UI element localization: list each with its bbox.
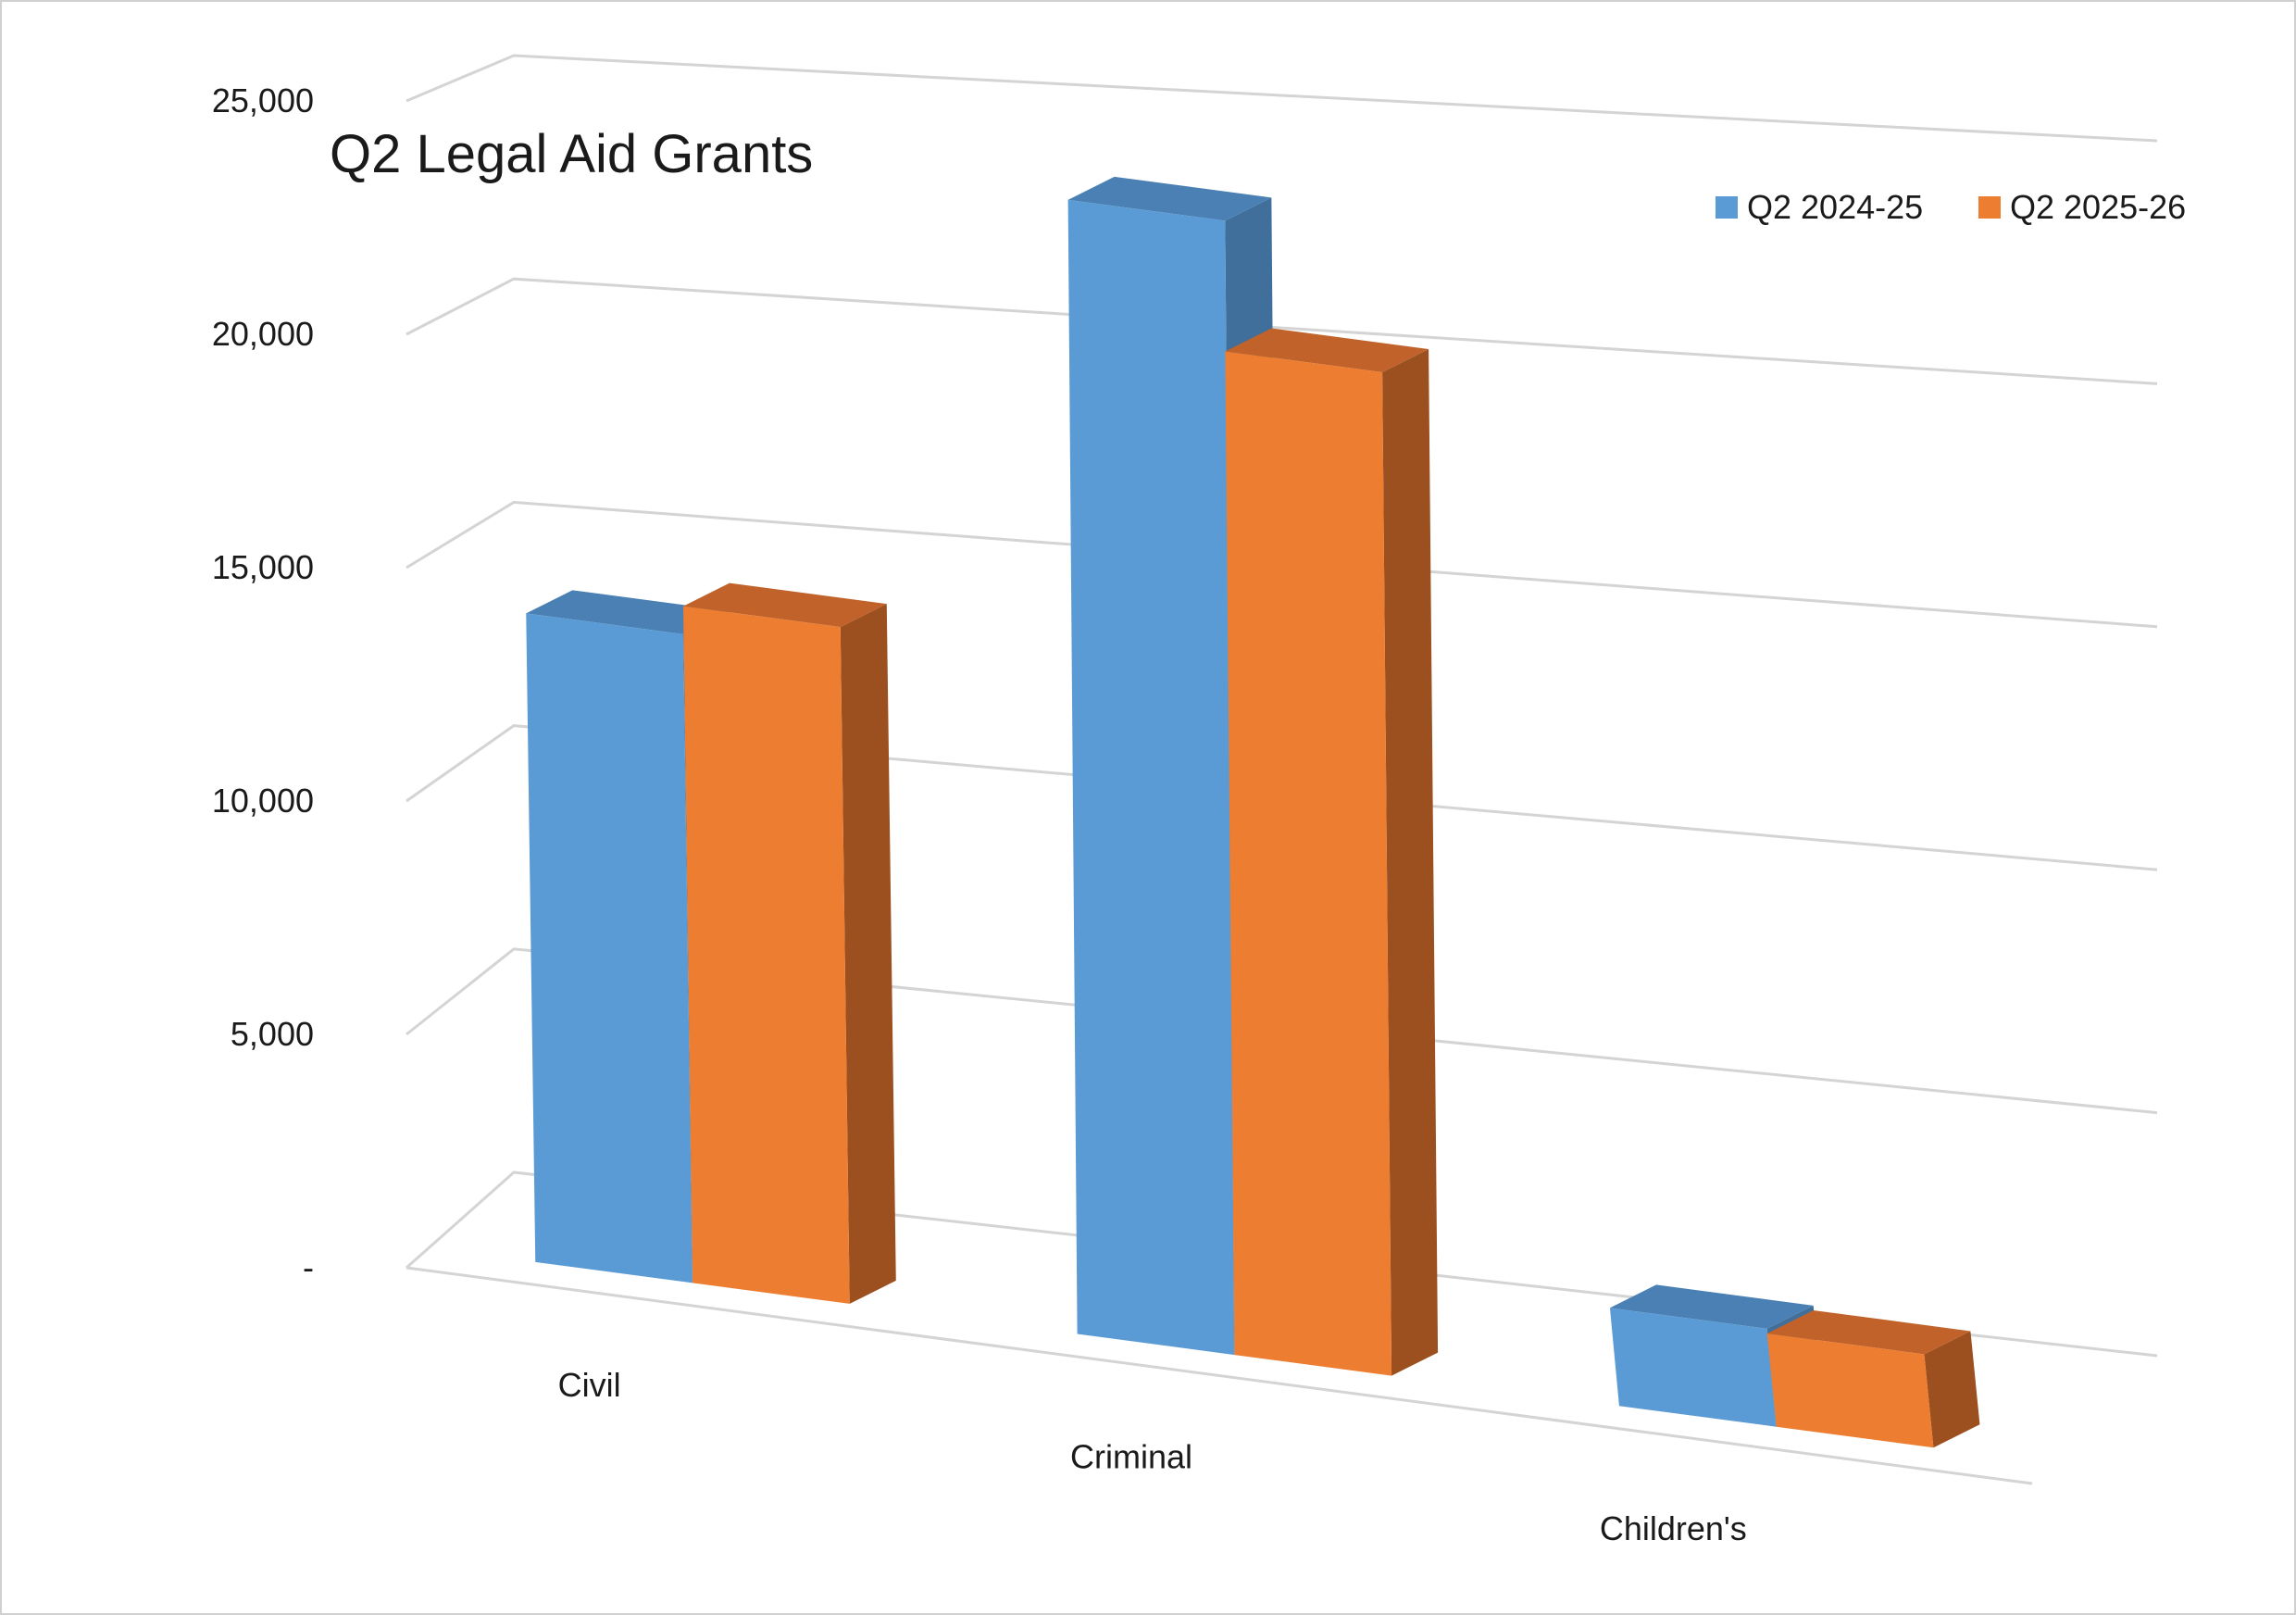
bar-top (1067, 176, 1272, 221)
bars (526, 176, 1980, 1448)
bar (1067, 199, 1235, 1356)
floor-front-edge (406, 1266, 2033, 1485)
category-label: Children's (1600, 1509, 1747, 1547)
y-tick-label: 20,000 (212, 315, 314, 353)
gridline (406, 500, 2158, 629)
gridline (406, 277, 2158, 385)
legend-item: Q2 2024-25 (1716, 188, 1923, 226)
legend-label: Q2 2024-25 (1747, 188, 1923, 226)
y-tick-label: 5,000 (231, 1015, 314, 1053)
gridline (406, 1171, 2158, 1358)
bar (1225, 351, 1392, 1376)
legend-item: Q2 2025-26 (1978, 188, 2186, 226)
bar (1609, 1308, 1777, 1427)
bar-top (1609, 1284, 1814, 1329)
legend-swatch (1978, 196, 2001, 219)
bar-side (1924, 1331, 1980, 1448)
bar (526, 613, 693, 1283)
bar (683, 606, 850, 1304)
bar-side (1382, 348, 1439, 1376)
y-tick-label: 15,000 (212, 548, 314, 586)
y-tick-label: 25,000 (212, 81, 314, 119)
legend-swatch (1716, 196, 1738, 219)
x-axis-category-labels: Civil Criminal Children's (558, 1366, 1747, 1547)
y-axis-tick-labels: - 5,000 10,000 15,000 20,000 25,000 (212, 81, 314, 1286)
gridlines (406, 54, 2158, 1485)
chart-title: Q2 Legal Aid Grants (330, 124, 813, 184)
bar-top (1766, 1309, 1971, 1355)
category-label: Criminal (1070, 1438, 1192, 1476)
gridline (406, 947, 2158, 1115)
y-tick-label: - (303, 1248, 314, 1286)
bar-top (526, 590, 730, 634)
legend-label: Q2 2025-26 (2010, 188, 2186, 226)
gridline (406, 54, 2158, 143)
legend: Q2 2024-25 Q2 2025-26 (1716, 188, 2186, 226)
bar-top (683, 582, 887, 628)
y-tick-label: 10,000 (212, 782, 314, 820)
bar (1766, 1333, 1934, 1448)
gridline (406, 724, 2158, 871)
category-label: Civil (558, 1366, 621, 1404)
bar-top (1225, 328, 1429, 372)
bar-side (840, 604, 896, 1304)
